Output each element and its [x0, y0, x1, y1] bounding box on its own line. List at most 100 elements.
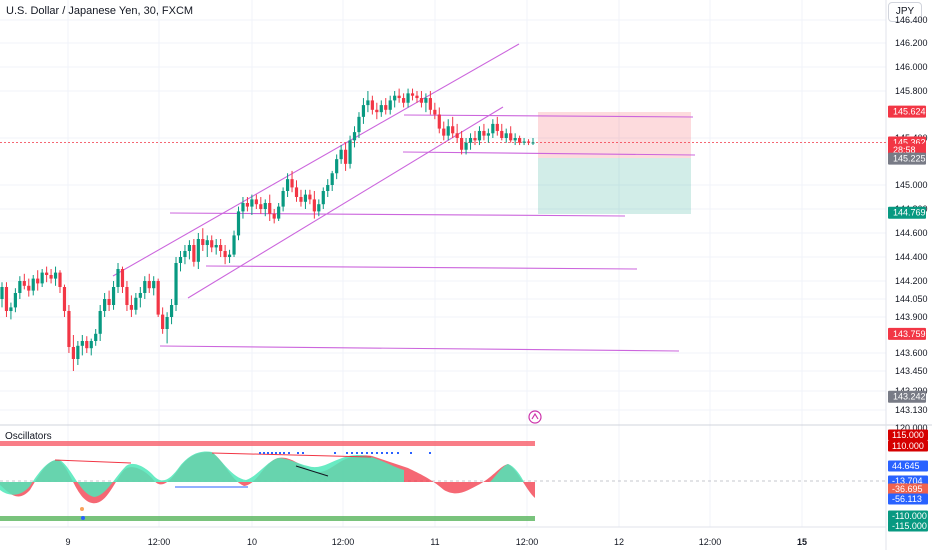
candle[interactable] [294, 180, 299, 202]
candle[interactable] [343, 142, 348, 171]
currency-button[interactable]: JPY [888, 2, 922, 22]
candle[interactable] [18, 276, 22, 299]
candle[interactable] [116, 263, 120, 293]
candle[interactable] [424, 93, 428, 113]
candle[interactable] [98, 305, 102, 341]
candle[interactable] [161, 307, 165, 334]
osc-value-tag[interactable]: 115.000 [888, 429, 928, 441]
take-profit-zone[interactable] [538, 158, 691, 214]
candle[interactable] [245, 197, 250, 212]
candle[interactable] [415, 91, 419, 103]
candle[interactable] [401, 93, 406, 108]
candle[interactable] [460, 130, 464, 155]
candle[interactable] [9, 302, 13, 320]
price-tag[interactable]: 145.225 [888, 152, 926, 165]
candle[interactable] [53, 266, 58, 286]
candle[interactable] [129, 295, 134, 317]
candle[interactable] [223, 245, 227, 265]
candle[interactable] [397, 88, 401, 103]
candle[interactable] [232, 230, 236, 257]
price-tag[interactable]: 143.242 [888, 390, 926, 403]
replay-icon[interactable] [528, 410, 542, 424]
candle[interactable] [4, 282, 9, 317]
candle[interactable] [406, 88, 410, 108]
candle[interactable] [71, 335, 75, 371]
candle[interactable] [107, 290, 111, 311]
level-line-144350[interactable] [205, 265, 638, 270]
candle[interactable] [263, 199, 267, 217]
candle[interactable] [379, 100, 383, 117]
candle[interactable] [442, 121, 446, 141]
candle[interactable] [486, 128, 490, 143]
candle[interactable] [103, 293, 107, 317]
candle[interactable] [174, 257, 178, 311]
candle[interactable] [272, 209, 276, 224]
candle[interactable] [509, 126, 513, 143]
candle[interactable] [419, 91, 424, 108]
candle[interactable] [40, 269, 44, 287]
candle[interactable] [468, 133, 473, 150]
candle[interactable] [473, 130, 477, 146]
price-tag[interactable]: 145.624 [888, 105, 926, 118]
candle[interactable] [241, 197, 245, 219]
level-line-145260[interactable] [402, 151, 696, 156]
candle[interactable] [339, 145, 343, 164]
candle[interactable] [290, 170, 294, 193]
candle[interactable] [147, 273, 151, 293]
candle[interactable] [308, 189, 312, 205]
candle[interactable] [201, 228, 205, 251]
candle[interactable] [45, 266, 49, 283]
osc-value-tag[interactable]: -110.000 [888, 510, 928, 522]
candle[interactable] [388, 95, 392, 115]
candle[interactable] [277, 203, 281, 221]
candle[interactable] [236, 206, 241, 241]
candle[interactable] [437, 107, 441, 134]
candle[interactable] [491, 119, 495, 138]
level-line-143680[interactable] [159, 345, 680, 352]
candle[interactable] [138, 287, 142, 308]
candle[interactable] [455, 123, 459, 143]
candle[interactable] [120, 266, 125, 293]
candle[interactable] [348, 135, 352, 169]
candle[interactable] [259, 197, 263, 214]
candle[interactable] [352, 126, 357, 148]
candle[interactable] [156, 278, 160, 317]
candle[interactable] [526, 139, 531, 146]
candle[interactable] [393, 91, 397, 108]
candle[interactable] [504, 128, 508, 143]
candle[interactable] [210, 235, 214, 253]
candle[interactable] [80, 335, 84, 356]
candle[interactable] [513, 133, 517, 146]
candle[interactable] [254, 194, 258, 209]
candle[interactable] [531, 138, 535, 146]
candle[interactable] [67, 305, 71, 353]
candle[interactable] [183, 245, 187, 265]
candle[interactable] [433, 102, 437, 120]
candle[interactable] [428, 91, 432, 115]
stop-loss-zone[interactable] [538, 112, 691, 158]
candle[interactable] [482, 123, 486, 141]
candle[interactable] [361, 98, 366, 124]
candle[interactable] [219, 239, 223, 257]
candle[interactable] [143, 276, 147, 299]
candle[interactable] [326, 179, 330, 197]
level-line-145624[interactable] [403, 114, 694, 118]
candle[interactable] [152, 276, 156, 296]
candle[interactable] [518, 135, 522, 146]
candle[interactable] [227, 249, 232, 263]
candle[interactable] [85, 336, 89, 353]
candle[interactable] [111, 281, 116, 310]
candle[interactable] [317, 199, 321, 217]
candle[interactable] [281, 187, 285, 212]
price-tag[interactable]: 143.759 [888, 327, 926, 340]
candle[interactable] [0, 282, 4, 308]
candle[interactable] [94, 329, 98, 346]
candle[interactable] [268, 194, 272, 221]
candle[interactable] [187, 240, 192, 260]
oscillator-pane[interactable] [0, 441, 886, 521]
osc-value-tag[interactable]: -56.113 [888, 493, 928, 505]
channel-upper-line[interactable] [112, 43, 520, 277]
candle[interactable] [89, 338, 93, 356]
candle[interactable] [62, 284, 67, 317]
